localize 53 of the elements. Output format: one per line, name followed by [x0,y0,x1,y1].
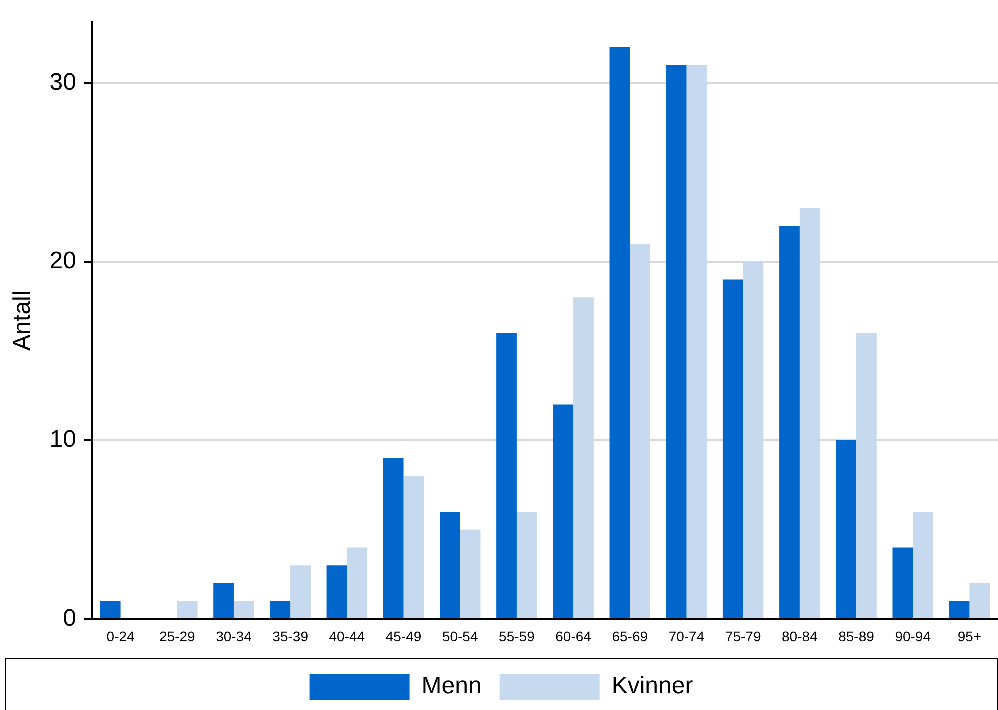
bar [913,512,934,618]
bar [836,440,857,618]
y-tick-label: 10 [50,426,76,454]
bar [970,583,990,618]
bar [177,601,198,618]
bar [800,208,820,618]
bar [553,404,574,618]
bar [516,512,538,618]
bar [100,601,121,618]
x-tick-label: 75-79 [725,628,762,644]
x-tick-label: 95+ [958,628,982,644]
x-tick-label: 55-59 [499,628,536,644]
bar [270,601,291,618]
bar [630,244,651,618]
bar [686,65,708,618]
bar [574,298,594,618]
bar [666,65,687,618]
bar [347,548,368,618]
bar [496,333,517,618]
y-tick-label: 20 [50,247,76,274]
bar [290,566,311,618]
bar [214,583,234,618]
y-tick-label: 0 [63,604,76,632]
x-tick-label: 50-54 [442,628,478,644]
bar [383,458,404,618]
legend-label: Menn [422,672,482,700]
x-tick-label: 40-44 [329,628,366,644]
bar [743,262,764,618]
x-tick-label: 80-84 [782,628,818,644]
x-tick-label: 90-94 [895,628,932,644]
x-tick-label: 35-39 [272,628,309,644]
bar [234,601,254,618]
x-tick-label: 70-74 [668,628,705,644]
bar [949,601,970,618]
bar [780,226,800,618]
bar [722,280,744,618]
bar [856,333,877,618]
bar [326,566,348,618]
x-tick-label: 0-24 [106,628,136,644]
bar [892,548,914,618]
bar [404,476,424,618]
bar [440,512,460,618]
x-tick-label: 85-89 [838,628,875,644]
y-axis-title: Antall [9,290,36,351]
x-tick-label: 30-34 [216,628,252,644]
y-tick-label: 30 [50,68,76,96]
legend-label: Kvinner [612,672,694,700]
x-tick-label: 25-29 [159,628,196,644]
x-tick-label: 65-69 [612,628,648,644]
bar [460,530,481,618]
x-tick-label: 60-64 [556,628,592,644]
x-tick-label: 45-49 [386,628,422,644]
bar [610,47,630,618]
